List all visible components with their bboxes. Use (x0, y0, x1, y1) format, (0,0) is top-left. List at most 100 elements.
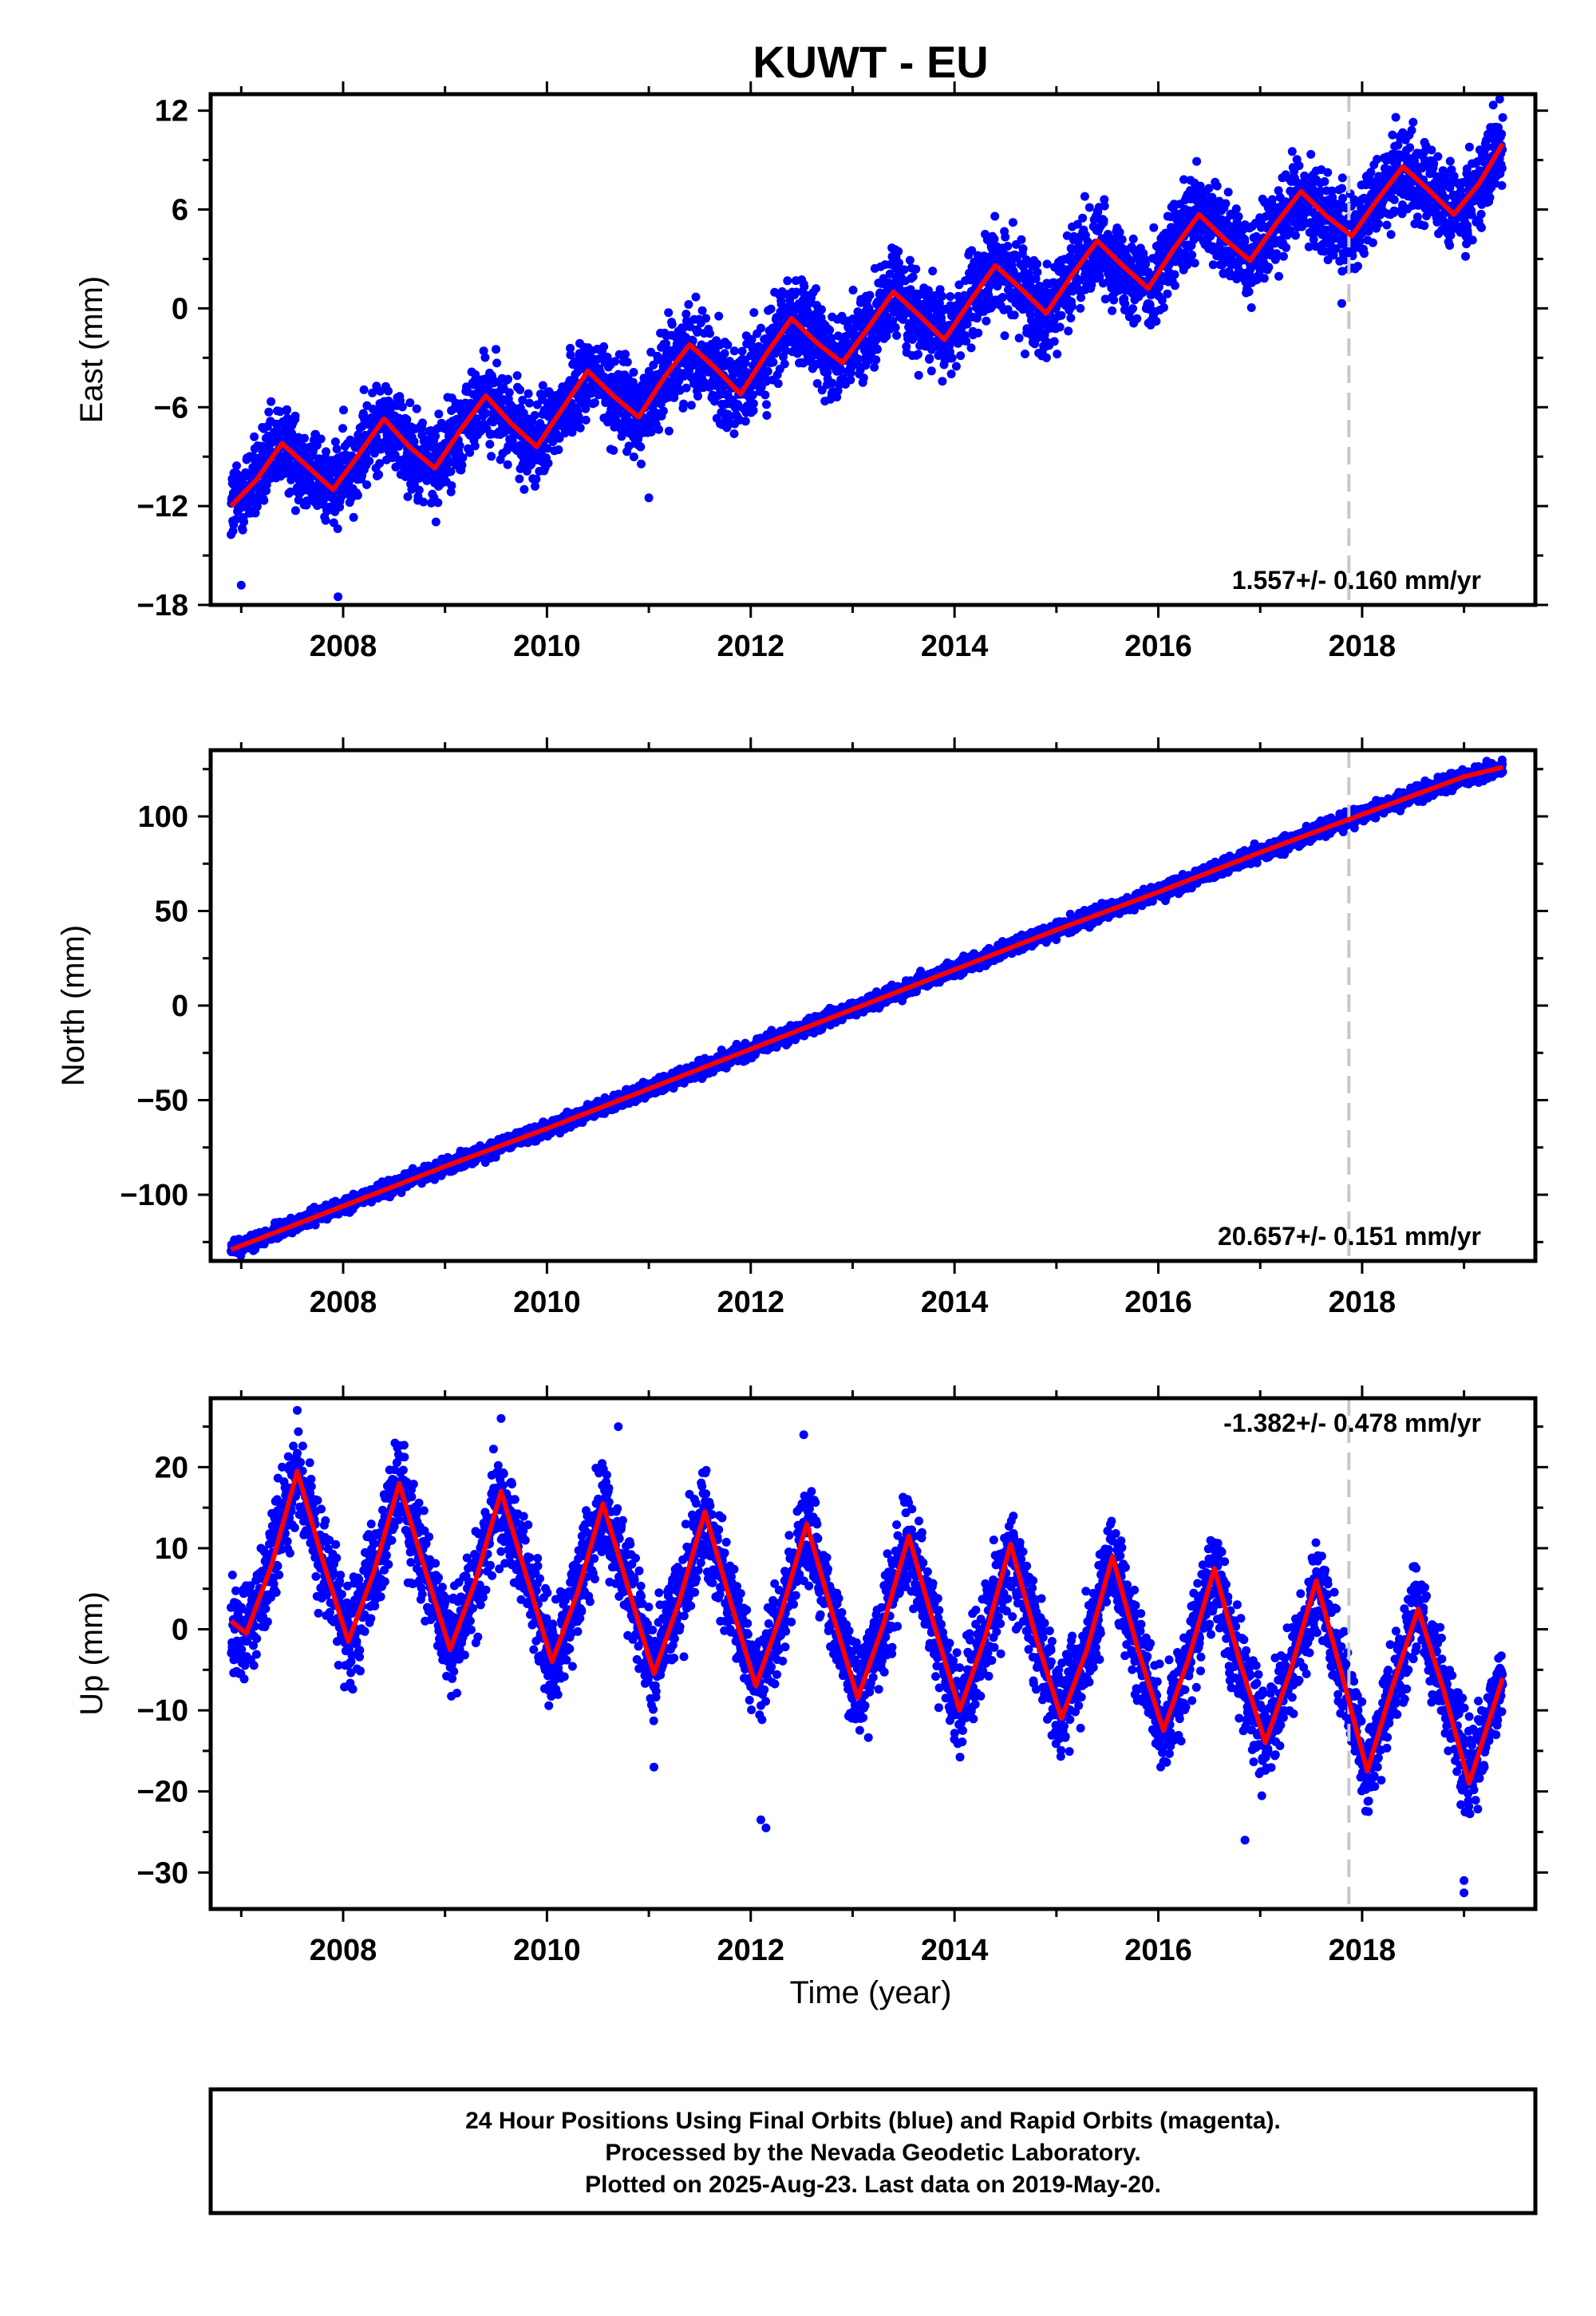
data-point (402, 415, 412, 425)
y-tick-label: 12 (155, 95, 188, 128)
data-point (1099, 215, 1108, 225)
data-point (431, 517, 440, 527)
data-point (1100, 201, 1109, 211)
data-point (691, 292, 701, 302)
data-point (518, 395, 527, 405)
data-point (1108, 306, 1117, 315)
data-point (757, 323, 765, 333)
data-point (1231, 204, 1241, 214)
data-point (330, 437, 340, 447)
data-point (644, 493, 654, 503)
data-point (458, 453, 468, 462)
data-point (487, 452, 496, 461)
data-point (239, 517, 249, 527)
data-point (566, 350, 575, 360)
data-point (446, 467, 456, 476)
data-point (1497, 181, 1507, 190)
data-point (581, 415, 591, 425)
data-point (339, 405, 348, 415)
y-tick-label: 0 (172, 292, 188, 326)
data-point (966, 343, 976, 353)
data-point (1420, 221, 1429, 231)
y-tick-label: −12 (137, 490, 188, 524)
data-point (1163, 289, 1172, 298)
data-point (566, 343, 575, 353)
data-point (1323, 168, 1333, 177)
data-point (322, 447, 330, 456)
data-point (312, 441, 322, 450)
east-plot-area (227, 94, 1507, 605)
data-point (231, 515, 240, 524)
data-point (1368, 238, 1377, 247)
data-point (373, 437, 383, 447)
data-point (523, 389, 533, 398)
data-point (397, 402, 407, 412)
data-point (1386, 230, 1396, 239)
data-point (525, 398, 534, 408)
data-point (1391, 113, 1400, 122)
data-point (1306, 149, 1316, 159)
data-point (610, 357, 620, 366)
data-point (617, 432, 626, 441)
data-point (1021, 350, 1029, 358)
data-point (1244, 287, 1254, 296)
data-point (737, 346, 747, 356)
data-point (1057, 310, 1066, 320)
data-point (414, 485, 424, 495)
data-point (1018, 244, 1028, 254)
data-point (236, 580, 246, 590)
data-point (1003, 242, 1013, 251)
data-point (403, 492, 413, 501)
data-point (1488, 101, 1498, 110)
data-point (990, 211, 1000, 221)
data-point (368, 388, 377, 397)
data-point (1267, 195, 1277, 204)
x-tick-label: 2012 (717, 630, 784, 663)
data-point (664, 308, 674, 318)
data-point (434, 409, 444, 419)
data-point (938, 377, 947, 386)
data-point (1080, 192, 1089, 201)
data-point (431, 431, 440, 441)
data-point (1109, 295, 1119, 305)
data-point (353, 491, 362, 500)
data-point (471, 370, 480, 379)
data-point (766, 304, 776, 314)
data-point (974, 328, 983, 338)
data-point (825, 326, 835, 335)
data-point (575, 423, 585, 433)
data-point (504, 388, 514, 397)
east-y-axis-label: East (mm) (74, 276, 109, 423)
data-point (1221, 199, 1231, 208)
data-point (384, 386, 393, 396)
data-point (658, 406, 668, 416)
data-point (1497, 164, 1507, 173)
data-point (762, 411, 772, 420)
data-point (503, 460, 512, 469)
data-point (1278, 251, 1288, 261)
data-point (749, 399, 758, 409)
north-plot-area (227, 750, 1507, 1261)
data-point (622, 358, 632, 367)
data-point (914, 350, 922, 359)
data-point (1128, 234, 1138, 243)
data-point (238, 525, 247, 535)
data-point (646, 347, 656, 357)
data-point (705, 329, 714, 338)
data-point (927, 345, 937, 354)
data-point (646, 427, 656, 437)
data-point (1264, 263, 1274, 272)
data-point (1405, 143, 1415, 152)
data-point (1445, 156, 1455, 166)
data-point (374, 470, 384, 480)
data-point (1246, 303, 1256, 312)
data-point (914, 370, 923, 380)
data-point (333, 524, 342, 533)
data-point (457, 460, 467, 470)
data-point (1497, 129, 1507, 139)
data-point (1388, 130, 1397, 140)
data-point (681, 383, 691, 393)
data-point (1067, 302, 1077, 311)
data-point (300, 433, 309, 443)
data-point (783, 276, 792, 286)
